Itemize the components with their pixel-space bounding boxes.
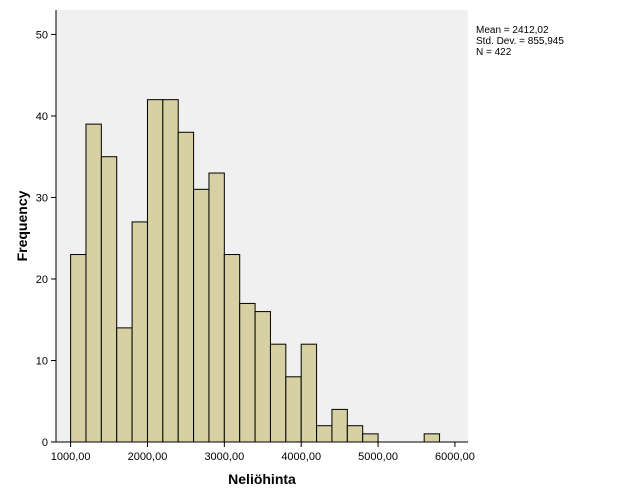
histogram-bar-8 — [193, 188, 210, 443]
stat-mean: Mean = 2412,02 — [476, 25, 549, 36]
x-tick-label: 2000,00 — [128, 451, 168, 463]
x-tick-label: 5000,00 — [358, 451, 398, 463]
statistics-box: Mean = 2412,02 Std. Dev. = 855,945 N = 4… — [476, 25, 564, 58]
histogram-bar-9 — [208, 172, 225, 443]
histogram-bar-4 — [131, 221, 148, 443]
stat-std-dev: Std. Dev. = 855,945 — [476, 36, 564, 47]
histogram-bar-12 — [254, 311, 271, 443]
histogram-bar-13 — [269, 343, 287, 443]
axes-group: 0 10 20 30 40 50 1000,00 2000,00 3000,00 4000,00 5… — [36, 10, 475, 463]
histogram-bar-10 — [223, 254, 241, 443]
histogram-bar-7 — [177, 131, 195, 443]
y-tick-label: 10 — [36, 355, 48, 367]
histogram-bar-20 — [423, 433, 441, 443]
y-tick-label: 40 — [36, 111, 48, 123]
histogram-bar-5 — [146, 99, 164, 443]
histogram-bar-18 — [346, 425, 364, 443]
x-tick-label: 1000,00 — [51, 451, 91, 463]
histogram-bar-6 — [162, 99, 179, 443]
histogram-bar-15 — [300, 343, 318, 443]
histogram-bar-11 — [239, 302, 256, 443]
histogram-bar-3 — [116, 327, 133, 443]
y-tick-label: 20 — [36, 274, 48, 286]
histogram-bar-19 — [362, 433, 379, 443]
histogram-bar-0 — [70, 254, 87, 443]
y-tick-label: 0 — [42, 437, 48, 449]
bars-group — [70, 99, 441, 443]
stat-n: N = 422 — [476, 47, 512, 58]
x-tick-label: 4000,00 — [281, 451, 321, 463]
histogram-bar-1 — [85, 123, 102, 443]
histogram-bar-2 — [100, 156, 118, 443]
histogram-bar-16 — [316, 425, 333, 443]
histogram-bar-14 — [285, 376, 302, 443]
x-tick-label: 3000,00 — [204, 451, 244, 463]
x-axis-label: Neliöhinta — [228, 471, 296, 487]
x-tick-label: 6000,00 — [435, 451, 475, 463]
y-tick-label: 50 — [36, 29, 48, 41]
y-tick-label: 30 — [36, 192, 48, 204]
histogram-bar-17 — [331, 408, 348, 443]
y-axis-label: Frequency — [14, 190, 30, 261]
